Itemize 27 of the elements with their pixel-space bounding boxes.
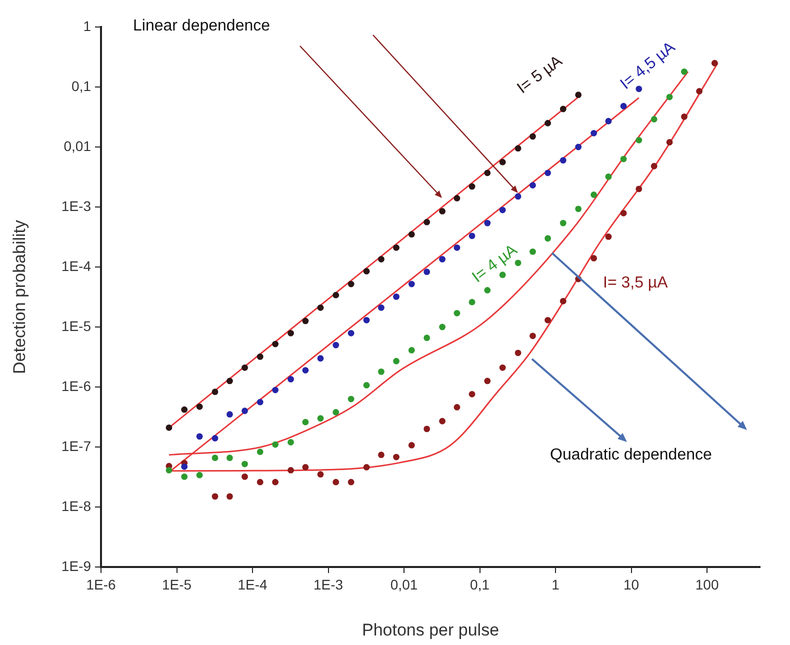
- y-tick-label: 1E-4: [61, 258, 92, 274]
- y-tick-label: 1E-8: [61, 498, 92, 514]
- x-tick-label: 1E-4: [238, 576, 268, 592]
- y-tick-label: 1: [83, 18, 92, 34]
- y-axis-title: Detection probability: [10, 219, 29, 374]
- x-tick-label: 10: [624, 576, 640, 592]
- text: I= 4 µA: [469, 241, 521, 286]
- series-label: I= 3,5 µA: [603, 274, 668, 292]
- x-tick-label: 1: [552, 576, 560, 592]
- x-tick-label: 1E-5: [162, 576, 192, 592]
- x-tick-label: 1E-3: [313, 576, 344, 592]
- y-tick-label: 1E-6: [61, 378, 92, 394]
- text: I= 5 µA: [514, 52, 566, 98]
- x-tick-label: 1E-6: [86, 576, 116, 592]
- y-tick-label: 0,01: [64, 138, 92, 154]
- x-tick-label: 0,01: [390, 576, 418, 592]
- y-tick-label: 1E-3: [61, 198, 92, 214]
- x-tick-label: 0,1: [470, 576, 490, 592]
- y-tick-label: 1E-7: [61, 438, 92, 454]
- y-tick-label: 0,1: [72, 78, 92, 94]
- text: I= 4,5 µA: [617, 38, 679, 93]
- y-tick-label: 1E-5: [61, 318, 92, 334]
- x-tick-label: 100: [695, 576, 719, 592]
- y-tick-label: 1E-9: [61, 558, 92, 574]
- annotation: Quadratic dependence: [550, 446, 712, 464]
- annotation: Linear dependence: [133, 17, 270, 34]
- x-axis-title: Photons per pulse: [362, 620, 500, 640]
